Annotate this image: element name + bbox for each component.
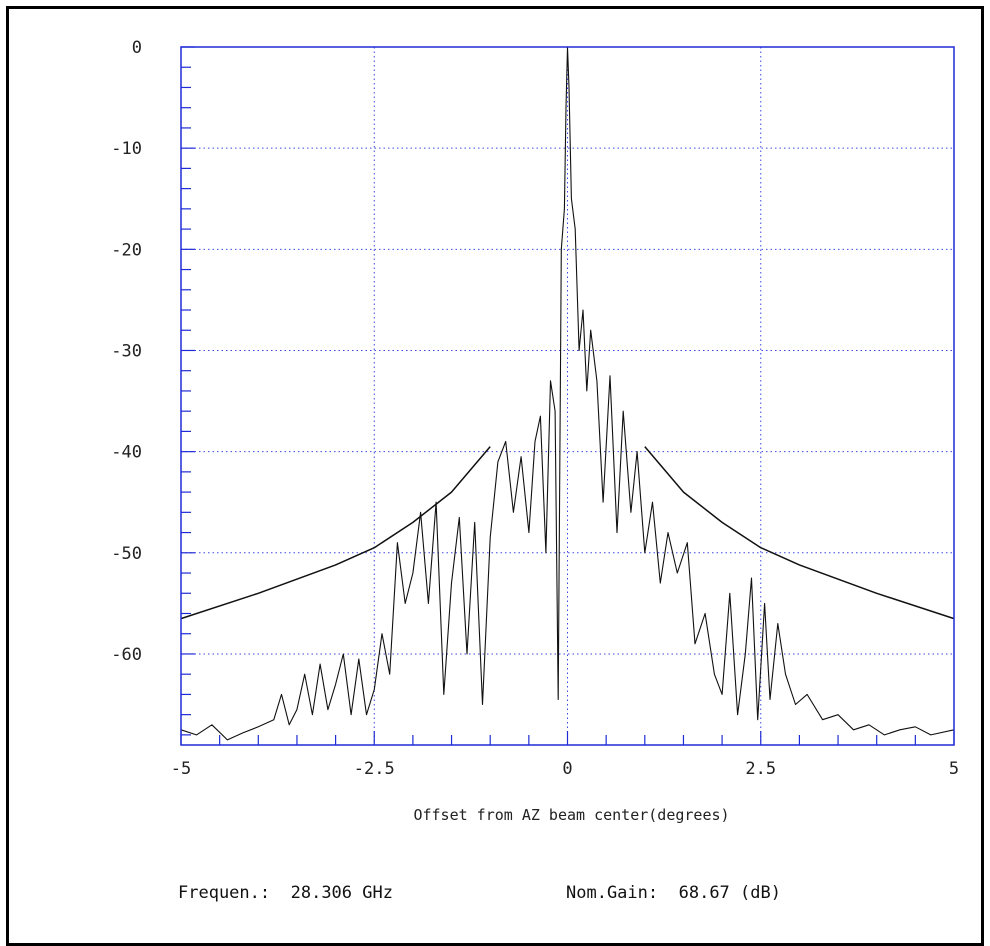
x-tick-label: -5 — [171, 759, 191, 779]
y-tick-label: -10 — [111, 139, 142, 159]
y-tick-label: -50 — [111, 544, 142, 564]
grid-lines — [181, 47, 954, 745]
x-tick-label: -2.5 — [354, 759, 395, 779]
x-tick-label: 2.5 — [745, 759, 776, 779]
x-tick-label: 5 — [949, 759, 959, 779]
plot-area-border — [180, 46, 955, 746]
y-tick-label: -30 — [111, 341, 142, 361]
y-tick-labels: 0 -10 -20 -30 -40 -50 -60 — [111, 38, 142, 665]
frequency-value: 28.306 GHz — [290, 883, 393, 903]
x-tick-label: 0 — [562, 759, 572, 779]
y-tick-label: -60 — [111, 645, 142, 665]
chart-frame — [6, 6, 984, 946]
x-axis-title: Offset from AZ beam center(degrees) — [413, 806, 729, 824]
frequency-label: Frequen.: — [178, 883, 271, 903]
y-tick-label: -20 — [111, 240, 142, 260]
frequency-readout: Frequen.: 28.306 GHz — [178, 883, 393, 903]
gain-readout: Nom.Gain: 68.67 (dB) — [566, 883, 781, 903]
series-layer — [180, 46, 955, 741]
measured-pattern-line — [180, 46, 955, 741]
envelope-mask-line — [180, 446, 491, 620]
y-tick-label: -40 — [111, 443, 142, 463]
y-tick-label: 0 — [132, 38, 142, 58]
gain-value: 68.67 (dB) — [678, 883, 781, 903]
antenna-pattern-chart: 0 -10 -20 -30 -40 -50 -60 -5 -2.5 0 2.5 5 Offset f… — [111, 38, 959, 824]
envelope-mask-line — [644, 446, 955, 620]
x-tick-labels: -5 -2.5 0 2.5 5 — [171, 759, 959, 779]
gain-label: Nom.Gain: — [566, 883, 659, 903]
minor-ticks — [180, 46, 955, 745]
